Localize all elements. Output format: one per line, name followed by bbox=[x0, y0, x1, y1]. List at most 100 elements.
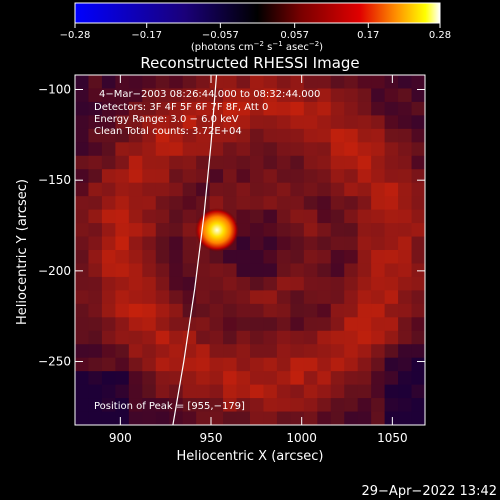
heatmap-cell bbox=[169, 303, 184, 318]
heatmap-cell bbox=[371, 317, 386, 332]
heatmap-cell bbox=[344, 344, 359, 359]
heatmap-cell bbox=[384, 276, 399, 291]
heatmap-cell bbox=[250, 223, 264, 238]
heatmap-cell bbox=[101, 357, 116, 372]
heatmap-cell bbox=[344, 276, 359, 291]
heatmap-cell bbox=[411, 75, 425, 89]
heatmap-cell bbox=[344, 142, 359, 157]
heatmap-cell bbox=[384, 155, 399, 170]
heatmap-cell bbox=[398, 88, 413, 103]
heatmap-cell bbox=[182, 155, 197, 170]
heatmap-cell bbox=[169, 290, 184, 305]
heatmap-cell bbox=[142, 357, 157, 372]
heatmap-cell bbox=[236, 88, 251, 103]
heatmap-cell bbox=[371, 196, 386, 211]
heatmap-cell bbox=[263, 250, 278, 264]
colorbar-tick-label: −0.28 bbox=[60, 30, 91, 41]
heatmap-cell bbox=[317, 88, 332, 103]
heatmap-cell bbox=[250, 182, 264, 197]
heatmap-cell bbox=[209, 250, 224, 264]
heatmap-cell bbox=[263, 290, 278, 305]
heatmap-cell bbox=[371, 263, 386, 278]
heatmap-cell bbox=[169, 344, 184, 359]
heatmap-cell bbox=[398, 344, 413, 359]
heatmap-cell bbox=[330, 101, 345, 116]
heatmap-cell bbox=[88, 344, 103, 359]
heatmap-cell bbox=[223, 75, 238, 89]
heatmap-cell bbox=[196, 128, 211, 143]
heatmap-cell bbox=[75, 182, 89, 197]
heatmap-cell bbox=[250, 75, 264, 89]
annotation-peak-position: Position of Peak = [955,−179] bbox=[94, 401, 245, 412]
heatmap-cell bbox=[128, 384, 143, 399]
heatmap-cell bbox=[290, 357, 305, 372]
heatmap-cell bbox=[411, 330, 425, 345]
heatmap-cell bbox=[75, 236, 89, 251]
heatmap-cell bbox=[209, 263, 224, 278]
heatmap-cell bbox=[88, 411, 103, 425]
axis-ticks: 900 950 1000 1050 −100 −150 −200 −250 bbox=[38, 75, 425, 445]
heatmap-cell bbox=[317, 411, 332, 425]
heatmap-cell bbox=[276, 357, 291, 372]
heatmap-cell bbox=[303, 276, 318, 291]
heatmap-cell bbox=[344, 128, 359, 143]
heatmap-cell bbox=[155, 357, 170, 372]
heatmap-cell bbox=[101, 128, 116, 143]
heatmap-cell bbox=[169, 357, 184, 372]
heatmap-cell bbox=[398, 330, 413, 345]
heatmap-cell bbox=[384, 290, 399, 305]
heatmap-cell bbox=[330, 182, 345, 197]
heatmap-cell bbox=[155, 250, 170, 264]
heatmap-cell bbox=[88, 357, 103, 372]
heatmap-cell bbox=[330, 169, 345, 184]
heatmap-cell bbox=[317, 169, 332, 184]
heatmap-cell bbox=[250, 250, 264, 264]
heatmap-cell bbox=[128, 303, 143, 318]
heatmap-cell bbox=[155, 128, 170, 143]
heatmap-cell bbox=[250, 384, 264, 399]
heatmap-cell bbox=[250, 344, 264, 359]
heatmap-cell bbox=[263, 101, 278, 116]
heatmap-cell bbox=[169, 250, 184, 264]
heatmap-cell bbox=[128, 223, 143, 238]
y-tick-label: −100 bbox=[38, 83, 71, 97]
heatmap-cell bbox=[398, 128, 413, 143]
heatmap-cell bbox=[290, 250, 305, 264]
colorbar-tick-label: 0.057 bbox=[280, 30, 309, 41]
heatmap-cell bbox=[182, 75, 197, 89]
heatmap-cell bbox=[303, 250, 318, 264]
heatmap-cell bbox=[344, 182, 359, 197]
heatmap-cell bbox=[330, 196, 345, 211]
heatmap-cell bbox=[344, 88, 359, 103]
heatmap-cell bbox=[101, 263, 116, 278]
heatmap-cell bbox=[398, 142, 413, 157]
heatmap-cell bbox=[182, 182, 197, 197]
heatmap-cell bbox=[344, 398, 359, 413]
heatmap-cell bbox=[169, 115, 184, 130]
heatmap-cell bbox=[115, 330, 130, 345]
heatmap-cell bbox=[317, 384, 332, 399]
y-tick-label: −150 bbox=[38, 173, 71, 187]
heatmap-cell bbox=[357, 330, 372, 345]
heatmap-cell bbox=[330, 115, 345, 130]
heatmap-cell bbox=[344, 411, 359, 425]
heatmap-cell bbox=[128, 155, 143, 170]
peak-source bbox=[195, 208, 239, 252]
heatmap-cell bbox=[75, 142, 89, 157]
heatmap-cell bbox=[344, 357, 359, 372]
heatmap-cell bbox=[182, 209, 197, 224]
heatmap-cell bbox=[196, 276, 211, 291]
heatmap-cell bbox=[303, 88, 318, 103]
heatmap-cell bbox=[169, 411, 184, 425]
heatmap-cell bbox=[303, 290, 318, 305]
heatmap-cell bbox=[357, 250, 372, 264]
heatmap-cell bbox=[196, 303, 211, 318]
y-tick-label: −200 bbox=[38, 264, 71, 278]
heatmap-cell bbox=[398, 276, 413, 291]
heatmap-cell bbox=[276, 128, 291, 143]
heatmap-cell bbox=[290, 155, 305, 170]
heatmap-cell bbox=[357, 276, 372, 291]
heatmap-cell bbox=[371, 75, 386, 89]
heatmap-cell bbox=[371, 303, 386, 318]
heatmap-cell bbox=[263, 236, 278, 251]
